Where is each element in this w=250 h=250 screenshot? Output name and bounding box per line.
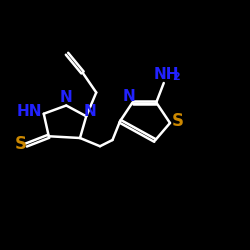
Text: NH: NH: [154, 68, 179, 82]
Text: HN: HN: [17, 104, 42, 119]
Text: 2: 2: [172, 72, 180, 82]
Text: S: S: [15, 135, 27, 153]
Text: N: N: [123, 89, 136, 104]
Text: N: N: [84, 104, 96, 119]
Text: S: S: [172, 112, 183, 130]
Text: N: N: [60, 90, 72, 106]
